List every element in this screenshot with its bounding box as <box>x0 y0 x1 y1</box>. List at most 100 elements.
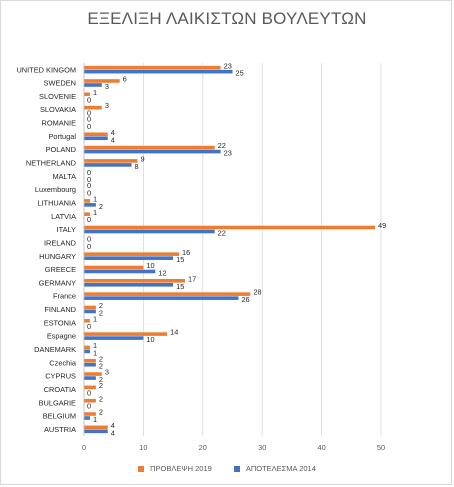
bar-forecast-slovenie <box>84 92 90 97</box>
data-label-result-germany: 15 <box>176 282 184 291</box>
data-label-forecast-bulgarie: 2 <box>99 394 103 403</box>
bar-result-cyprus <box>84 376 96 380</box>
category-label-luxembourg: Luxembourg <box>35 185 76 194</box>
category-label-latvia: LATVIA <box>51 212 76 221</box>
bar-result-czechia <box>84 362 96 367</box>
data-label-result-united-kingom: 25 <box>236 69 244 78</box>
data-label-forecast-sweden: 6 <box>123 75 127 84</box>
category-label-danemark: DANEMARK <box>34 345 76 354</box>
data-label-forecast-slovakia: 3 <box>105 101 109 110</box>
category-label-malta: MALTA <box>52 172 76 181</box>
data-label-forecast-netherland: 9 <box>140 155 144 164</box>
data-label-result-espagne: 10 <box>146 335 154 344</box>
legend-item-forecast: ΠΡΟΒΛΕΨΗ 2019 <box>138 464 212 473</box>
bar-forecast-belgium <box>84 412 96 416</box>
data-label-forecast-austria: 4 <box>111 421 115 430</box>
bar-forecast-czechia <box>84 358 96 363</box>
bar-forecast-slovakia <box>84 105 102 110</box>
category-label-austria: AUSTRIA <box>44 425 76 434</box>
bar-forecast-hungary <box>84 252 180 256</box>
data-label-forecast-ireland: 0 <box>87 234 91 243</box>
data-label-forecast-united-kingom: 23 <box>224 61 232 70</box>
bar-result-greece <box>84 269 156 274</box>
category-label-estonia: ESTONIA <box>44 318 76 327</box>
category-label-germany: GERMANY <box>39 278 76 287</box>
category-label-bulgarie: BULGARIE <box>39 398 76 407</box>
bar-result-belgium <box>84 416 90 420</box>
bar-forecast-poland <box>84 145 215 150</box>
bar-forecast-italy <box>84 225 376 230</box>
legend-label-forecast: ΠΡΟΒΛΕΨΗ 2019 <box>150 464 212 473</box>
data-label-result-malta: 0 <box>87 175 91 184</box>
category-label-hungary: HUNGARY <box>39 252 76 261</box>
bar-forecast-united-kingom <box>84 65 221 70</box>
data-label-forecast-croatia: 2 <box>99 381 103 390</box>
legend-label-result: ΑΠΟΤΕΛΕΣΜΑ 2014 <box>245 464 316 473</box>
bar-forecast-espagne <box>84 332 168 336</box>
data-label-result-hungary: 15 <box>176 255 184 264</box>
data-label-result-bulgarie: 0 <box>87 402 91 411</box>
data-label-result-ireland: 0 <box>87 242 91 251</box>
bar-forecast-cyprus <box>84 372 102 376</box>
data-label-result-portugal: 4 <box>111 135 115 144</box>
bar-result-sweden <box>84 83 102 87</box>
bar-forecast-netherland <box>84 159 138 163</box>
bar-result-austria <box>84 429 108 434</box>
data-label-forecast-czechia: 2 <box>99 354 103 363</box>
data-label-forecast-hungary: 16 <box>182 248 190 257</box>
chart-title: ΕΞΕΛΙΞΗ ΛΑΙΚΙΣΤΩΝ ΒΟΥΛΕΥΤΩΝ <box>87 9 367 28</box>
data-label-forecast-finland: 2 <box>99 301 103 310</box>
data-label-forecast-germany: 17 <box>188 274 196 283</box>
data-label-forecast-lithuania: 1 <box>93 194 97 203</box>
data-label-forecast-malta: 0 <box>87 168 91 177</box>
bar-forecast-croatia <box>84 385 96 390</box>
category-label-lithuania: LITHUANIA <box>37 198 76 207</box>
bar-result-lithuania <box>84 203 96 207</box>
bar-result-united-kingom <box>84 69 233 74</box>
bar-result-espagne <box>84 336 144 340</box>
data-label-result-danemark: 1 <box>93 348 97 357</box>
data-label-forecast-belgium: 2 <box>99 408 103 417</box>
bar-result-italy <box>84 229 215 234</box>
bar-forecast-lithuania <box>84 199 90 203</box>
x-tick-label-30: 30 <box>258 443 266 452</box>
data-label-forecast-romanie: 0 <box>87 115 91 124</box>
data-label-forecast-luxembourg: 0 <box>87 181 91 190</box>
data-label-result-belgium: 1 <box>93 415 97 424</box>
data-label-result-romanie: 0 <box>87 122 91 131</box>
data-label-result-slovakia: 0 <box>87 109 91 118</box>
bar-forecast-austria <box>84 425 108 430</box>
bar-result-germany <box>84 283 174 287</box>
data-label-result-italy: 22 <box>218 229 226 238</box>
bar-result-portugal <box>84 136 108 141</box>
category-label-espagne: Espagne <box>47 332 76 341</box>
data-label-result-austria: 4 <box>111 428 115 437</box>
category-label-czechia: Czechia <box>49 358 77 367</box>
legend-swatch-forecast <box>138 465 145 472</box>
category-label-cyprus: CYPRUS <box>45 372 76 381</box>
category-label-netherland: NETHERLAND <box>26 159 76 168</box>
bar-result-hungary <box>84 256 174 260</box>
x-tick-label-20: 20 <box>199 443 207 452</box>
x-tick-label-0: 0 <box>82 443 86 452</box>
data-label-result-slovenie: 0 <box>87 95 91 104</box>
category-label-poland: POLAND <box>46 145 76 154</box>
legend-swatch-result <box>233 465 240 472</box>
bar-result-netherland <box>84 163 132 167</box>
legend-item-result: ΑΠΟΤΕΛΕΣΜΑ 2014 <box>233 464 316 473</box>
x-tick-label-40: 40 <box>317 443 325 452</box>
category-label-united-kingom: UNITED KINGOM <box>16 65 76 74</box>
data-label-forecast-espagne: 14 <box>170 328 178 337</box>
data-label-result-finland: 2 <box>99 308 103 317</box>
data-label-forecast-portugal: 4 <box>111 128 115 137</box>
data-label-forecast-poland: 22 <box>218 141 226 150</box>
data-label-result-poland: 23 <box>224 149 232 158</box>
data-label-result-estonia: 0 <box>87 322 91 331</box>
bar-forecast-finland <box>84 305 96 310</box>
x-tick-label-10: 10 <box>139 443 147 452</box>
bar-forecast-sweden <box>84 79 120 83</box>
bar-forecast-estonia <box>84 318 90 323</box>
category-label-finland: FINLAND <box>44 305 76 314</box>
data-label-forecast-cyprus: 3 <box>105 368 109 377</box>
